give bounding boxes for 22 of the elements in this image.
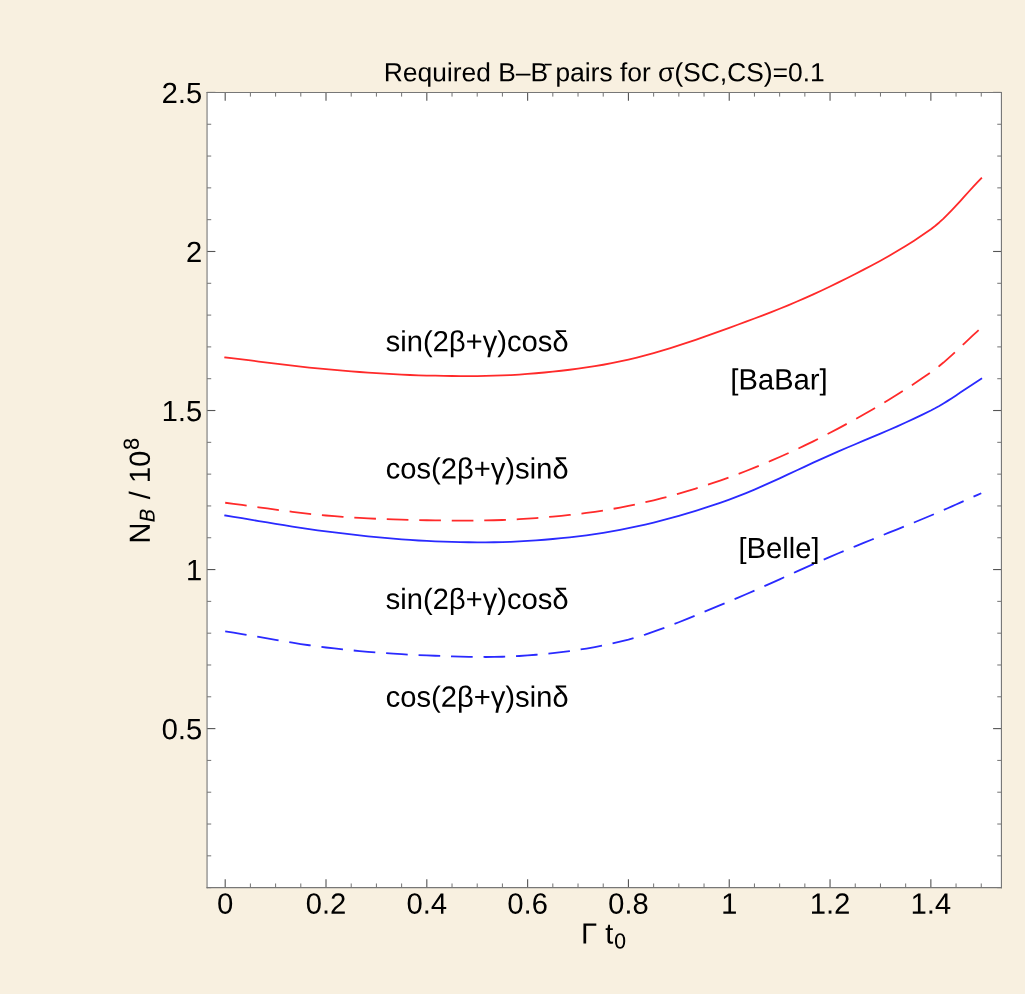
x-tick-label: 0 bbox=[218, 893, 233, 914]
annotation: cos(2β+γ)sinδ bbox=[386, 457, 568, 485]
x-tick-label: 0.4 bbox=[407, 893, 447, 914]
x-tick-label: 1.2 bbox=[812, 893, 849, 914]
y-tick-label: 1 bbox=[188, 560, 201, 581]
y-tick-label: 1.5 bbox=[163, 401, 201, 422]
x-tick-label: 0.8 bbox=[609, 893, 648, 914]
y-tick-label: 0.5 bbox=[162, 718, 201, 740]
y-axis-title: N$_{B}$ / 10$^{8}$ bbox=[123, 438, 155, 542]
x-tick-label: 0.2 bbox=[306, 893, 345, 914]
x-axis-title: Γ t$_{0}$ bbox=[583, 923, 626, 949]
x-tick-label: 1.4 bbox=[912, 893, 951, 914]
y-tick-label: 2.5 bbox=[163, 82, 201, 104]
x-tick-label: 0.6 bbox=[508, 893, 547, 914]
annotation: sin(2β+γ)cosδ bbox=[386, 587, 568, 615]
chart-title: Required B–B̄ pairs for σ(SC,CS)=0.1 bbox=[385, 62, 824, 87]
y-tick-label: 2 bbox=[187, 241, 201, 263]
annotation: [Belle] bbox=[740, 536, 818, 565]
annotation: sin(2β+γ)cosδ bbox=[386, 330, 568, 358]
x-tick-label: 1 bbox=[723, 893, 736, 914]
annotation: [BaBar] bbox=[732, 368, 826, 396]
annotation: cos(2β+γ)sinδ bbox=[386, 685, 568, 713]
